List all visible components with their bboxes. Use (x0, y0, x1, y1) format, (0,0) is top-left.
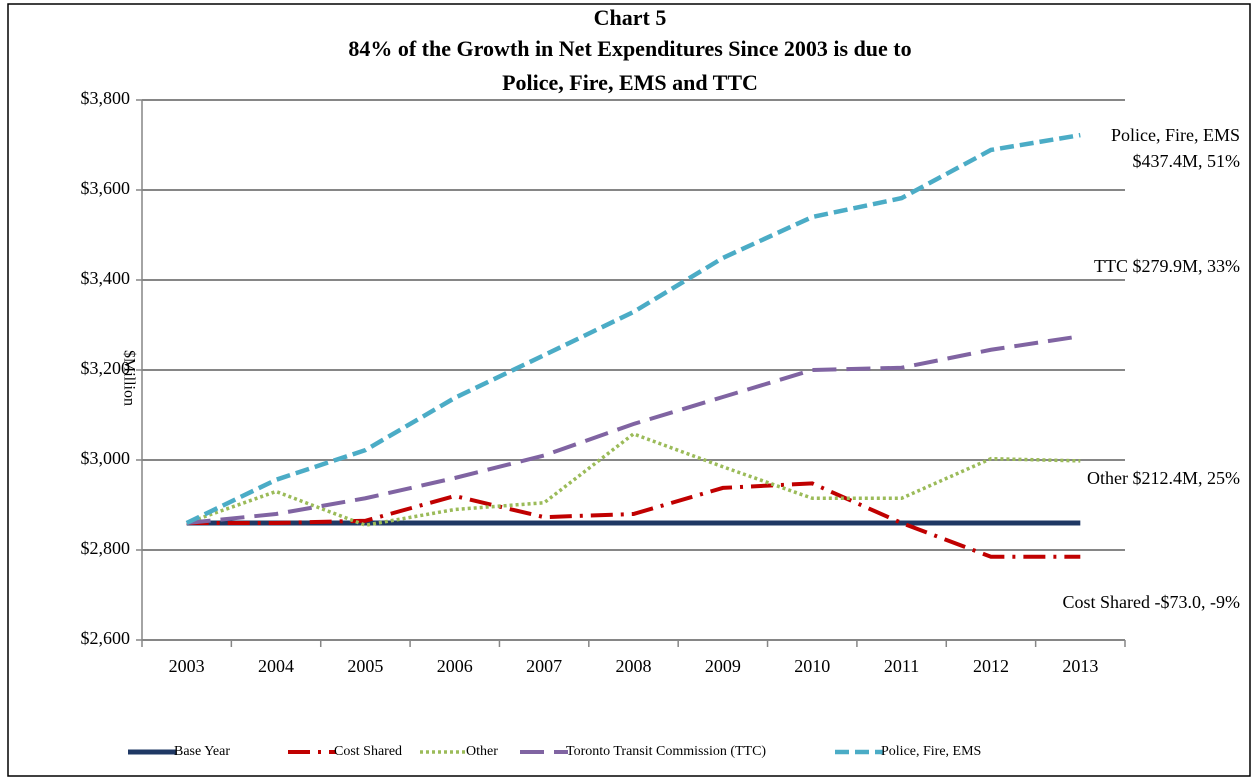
annotation: TTC $279.9M, 33% (1094, 256, 1240, 276)
x-tick-label: 2013 (1062, 656, 1098, 676)
series-line (185, 132, 1081, 526)
x-tick-label: 2011 (884, 656, 919, 676)
series-line (186, 334, 1081, 525)
chart-frame (7, 3, 1251, 777)
x-tick-label: 2008 (616, 656, 652, 676)
legend-label: Base Year (174, 744, 230, 759)
legend-label: Other (466, 744, 498, 759)
y-tick-label: $3,200 (81, 358, 131, 378)
y-tick-label: $3,600 (81, 178, 131, 198)
y-tick-label: $2,600 (81, 628, 131, 648)
chart-title: Police, Fire, EMS and TTC (502, 70, 758, 95)
legend-label: Cost Shared (334, 744, 402, 759)
y-tick-label: $2,800 (81, 538, 131, 558)
annotation: Other $212.4M, 25% (1087, 468, 1240, 488)
x-tick-label: 2007 (526, 656, 562, 676)
y-tick-label: $3,000 (81, 448, 131, 468)
legend-label: Police, Fire, EMS (881, 744, 981, 759)
series-line (186, 481, 1081, 559)
x-tick-label: 2009 (705, 656, 741, 676)
annotation: Police, Fire, EMS (1111, 125, 1240, 145)
x-tick-label: 2005 (347, 656, 383, 676)
legend-label: Toronto Transit Commission (TTC) (566, 744, 766, 759)
x-tick-label: 2004 (258, 656, 294, 676)
series-line (186, 431, 1081, 528)
y-axis-label: $Million (120, 350, 137, 406)
x-tick-label: 2006 (437, 656, 473, 676)
chart-title: Chart 5 (594, 5, 667, 30)
x-tick-label: 2010 (794, 656, 830, 676)
y-tick-label: $3,800 (81, 88, 131, 108)
chart-title: 84% of the Growth in Net Expenditures Si… (348, 36, 911, 61)
x-tick-label: 2003 (169, 656, 205, 676)
x-tick-label: 2012 (973, 656, 1009, 676)
annotation: $437.4M, 51% (1133, 151, 1241, 171)
annotation: Cost Shared -$73.0, -9% (1063, 592, 1240, 612)
y-tick-label: $3,400 (81, 268, 131, 288)
